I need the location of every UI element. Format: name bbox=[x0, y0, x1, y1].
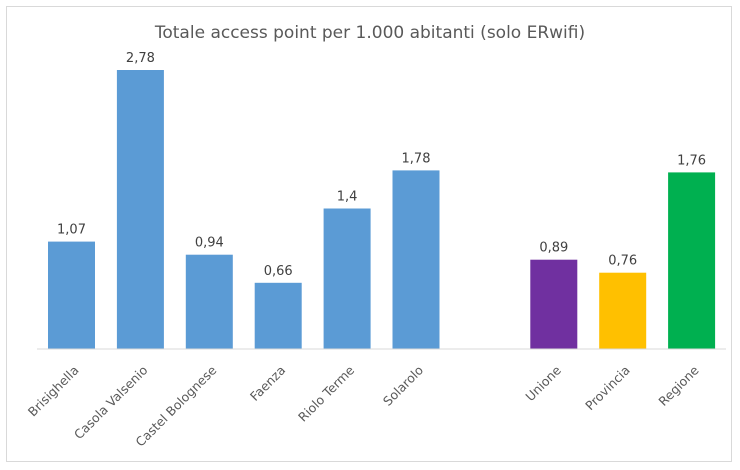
data-label-7: 0,89 bbox=[539, 241, 568, 256]
bar-1 bbox=[116, 70, 164, 349]
bars-group bbox=[48, 70, 716, 349]
data-label-0: 1,07 bbox=[57, 223, 86, 238]
tick-label-4: Riolo Terme bbox=[295, 362, 357, 424]
bar-3 bbox=[254, 282, 302, 349]
data-label-8: 0,76 bbox=[608, 254, 637, 269]
bar-9 bbox=[668, 172, 716, 349]
chart-title: Totale access point per 1.000 abitanti (… bbox=[154, 23, 585, 43]
data-label-9: 1,76 bbox=[677, 153, 706, 168]
data-label-4: 1,4 bbox=[337, 190, 358, 205]
data-label-1: 2,78 bbox=[126, 51, 155, 66]
tick-label-7: Unione bbox=[522, 362, 564, 404]
tick-label-5: Solarolo bbox=[380, 363, 426, 409]
tick-label-3: Faenza bbox=[247, 363, 288, 404]
bar-7 bbox=[530, 259, 578, 349]
bar-5 bbox=[392, 170, 440, 349]
tick-label-0: Brisighella bbox=[25, 363, 82, 420]
bar-4 bbox=[323, 208, 371, 349]
data-labels-group: 1,07 2,78 0,94 0,66 1,4 1,78 0,89 0,76 1,76 bbox=[57, 51, 706, 279]
tick-label-8: Provincia bbox=[582, 363, 633, 414]
tick-label-9: Regione bbox=[655, 362, 702, 409]
tick-label-1: Casola Valsenio bbox=[71, 363, 151, 443]
bar-8 bbox=[599, 272, 647, 349]
data-label-3: 0,66 bbox=[264, 264, 293, 279]
bar-0 bbox=[48, 241, 95, 349]
data-label-5: 1,78 bbox=[402, 151, 431, 166]
data-label-2: 0,94 bbox=[195, 236, 224, 251]
bar-2 bbox=[185, 254, 233, 349]
